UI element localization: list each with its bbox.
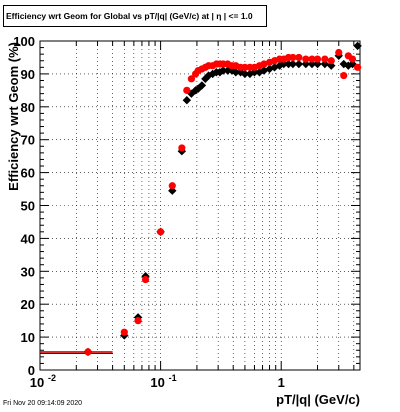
data-point-red	[84, 348, 92, 356]
y-tick-label: 50	[21, 199, 35, 214]
y-tick-label: 70	[21, 133, 35, 148]
data-point-black	[327, 61, 336, 70]
x-axis: 10 -2 10 -1 1	[30, 41, 355, 390]
y-tick-label: 80	[21, 100, 35, 115]
data-point-red	[335, 48, 343, 57]
data-point-black	[294, 59, 304, 69]
data-point-red	[157, 228, 165, 236]
x-axis-label: pT/|q| (GeV/c)	[276, 392, 360, 407]
timestamp: Fri Nov 20 09:14:09 2020	[3, 400, 82, 407]
data-point-red	[134, 317, 142, 325]
data-point-black	[240, 69, 250, 79]
data-point-red	[313, 55, 322, 63]
data-point-red	[321, 55, 329, 63]
data-point-black	[344, 61, 353, 70]
y-tick-label: 30	[21, 264, 35, 279]
y-tick-label: 0	[28, 363, 35, 378]
data-point-black	[204, 71, 213, 80]
data-point-black	[187, 89, 196, 98]
data-point-red	[178, 144, 186, 152]
data-point-black	[353, 41, 362, 51]
chart-title: Efficiency wrt Geom for Global vs pT/|q|…	[3, 5, 267, 27]
data-point-red	[348, 55, 357, 63]
data-point-black	[215, 68, 225, 77]
data-point-red	[260, 60, 268, 68]
x-tick-label-0.01-exponent: -2	[48, 373, 56, 383]
data-point-black	[197, 81, 207, 90]
data-point-black	[218, 66, 228, 75]
data-point-red	[241, 63, 249, 71]
y-tick-label: 100	[13, 34, 35, 49]
y-axis-label: Efficiency wrt Geom (%)	[6, 42, 21, 191]
data-point-black	[284, 59, 293, 69]
data-point-red	[289, 53, 297, 62]
data-point-red	[187, 75, 195, 83]
x-tick-label-1: 1	[278, 375, 285, 390]
data-point-red	[168, 182, 176, 190]
series-black	[83, 41, 362, 357]
error-bar-lowest-point	[40, 351, 113, 354]
data-point-black	[231, 68, 240, 77]
data-point-red	[327, 57, 335, 65]
y-tick-label: 20	[21, 297, 35, 312]
data-point-red	[120, 328, 128, 336]
x-tick-label-0.1: 10	[150, 375, 164, 390]
y-tick-label: 90	[21, 67, 35, 82]
y-axis: 0 10 20 30 40 50 60 70 80 90 100	[13, 34, 360, 378]
data-point-red	[183, 86, 191, 94]
y-tick-label: 10	[21, 330, 35, 345]
data-point-red	[308, 55, 316, 63]
x-tick-label-0.01: 10	[30, 375, 44, 390]
data-point-black	[182, 96, 192, 105]
data-point-red	[302, 55, 310, 63]
data-point-black	[288, 59, 298, 69]
x-tick-label-0.1-exponent: -1	[169, 373, 177, 383]
data-point-red	[340, 71, 348, 80]
data-point-red	[295, 53, 303, 62]
y-tick-label: 60	[21, 166, 35, 181]
data-point-red	[354, 63, 362, 71]
series-red	[84, 48, 362, 356]
y-tick-label: 40	[21, 231, 35, 246]
data-point-black	[208, 69, 217, 79]
data-point-red	[141, 275, 150, 284]
data-point-black	[194, 84, 203, 93]
